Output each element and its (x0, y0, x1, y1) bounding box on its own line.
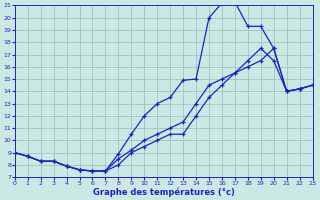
X-axis label: Graphe des températures (°c): Graphe des températures (°c) (93, 187, 235, 197)
